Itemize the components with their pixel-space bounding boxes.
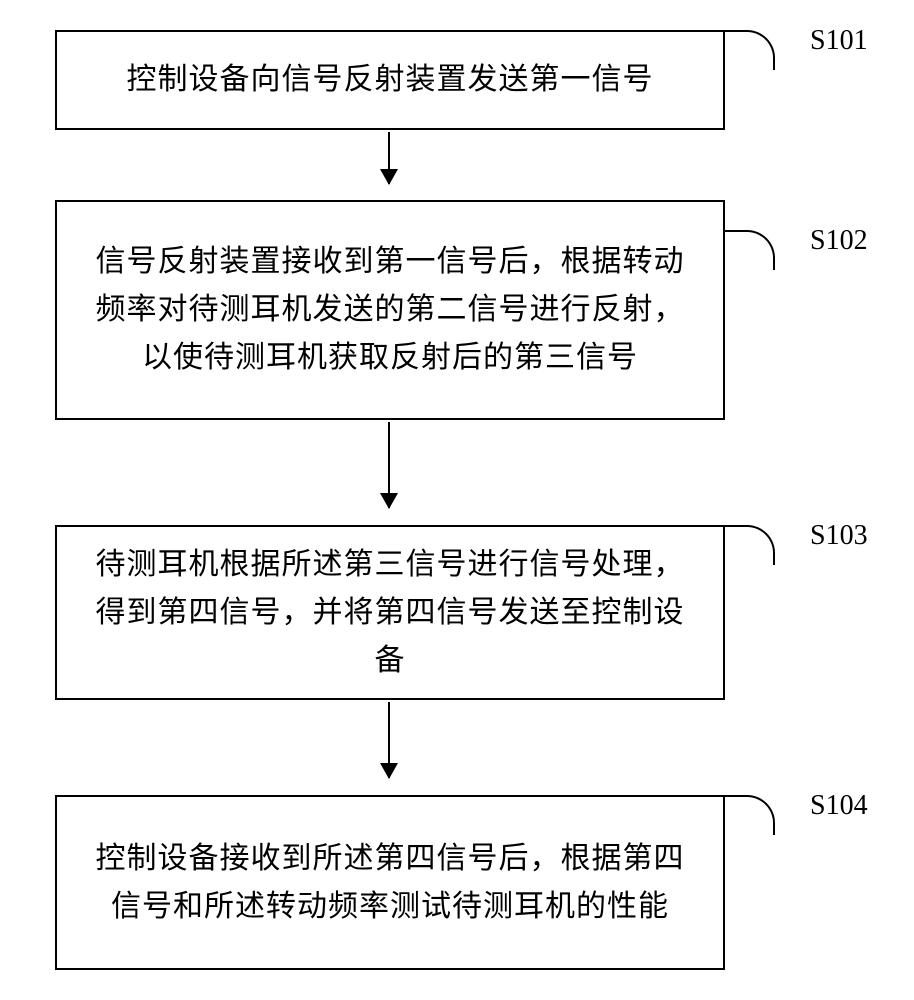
step-box-s103: 待测耳机根据所述第三信号进行信号处理，得到第四信号，并将第四信号发送至控制设备: [55, 525, 725, 700]
label-connector-s103: [725, 525, 775, 565]
arrow-s102-s103: [388, 422, 390, 508]
step-text-s104: 控制设备接收到所述第四信号后，根据第四信号和所述转动频率测试待测耳机的性能: [85, 835, 695, 931]
step-label-s104: S104: [810, 790, 868, 822]
step-text-s102: 信号反射装置接收到第一信号后，根据转动频率对待测耳机发送的第二信号进行反射，以使…: [85, 238, 695, 382]
step-box-s102: 信号反射装置接收到第一信号后，根据转动频率对待测耳机发送的第二信号进行反射，以使…: [55, 200, 725, 420]
arrow-s101-s102: [388, 132, 390, 184]
step-label-s103: S103: [810, 520, 868, 552]
step-text-s103: 待测耳机根据所述第三信号进行信号处理，得到第四信号，并将第四信号发送至控制设备: [85, 541, 695, 685]
step-box-s104: 控制设备接收到所述第四信号后，根据第四信号和所述转动频率测试待测耳机的性能: [55, 795, 725, 970]
label-connector-s102: [725, 230, 775, 270]
arrow-s103-s104: [388, 702, 390, 778]
step-box-s101: 控制设备向信号反射装置发送第一信号: [55, 30, 725, 130]
step-label-s101: S101: [810, 25, 868, 57]
step-text-s101: 控制设备向信号反射装置发送第一信号: [127, 56, 654, 104]
label-connector-s101: [725, 30, 775, 70]
step-label-s102: S102: [810, 225, 868, 257]
label-connector-s104: [725, 795, 775, 835]
flowchart-canvas: 控制设备向信号反射装置发送第一信号 S101 信号反射装置接收到第一信号后，根据…: [0, 0, 914, 1000]
